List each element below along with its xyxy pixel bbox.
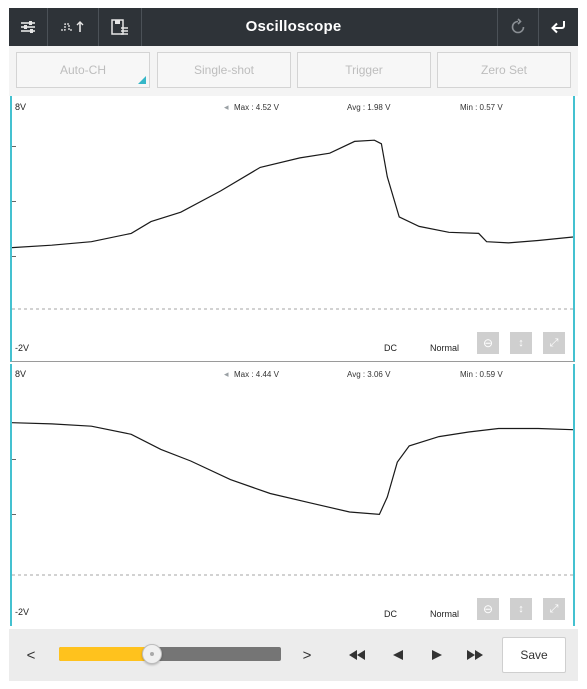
auto-ch-label: Auto-CH (59, 63, 106, 77)
previous-page-button[interactable]: < (26, 646, 36, 664)
fast-rewind-icon[interactable] (343, 643, 371, 667)
zero-set-label: Zero Set (480, 63, 528, 77)
trigger-button[interactable]: Trigger (297, 52, 431, 88)
title-bar: Oscilloscope (9, 8, 578, 46)
trigger-label: Trigger (345, 63, 383, 77)
back-arrow-icon[interactable] (539, 8, 578, 46)
slider-thumb[interactable] (142, 644, 163, 664)
channel-1-bottom-scale: -2V (15, 343, 30, 353)
channel-1-zoom-out-button[interactable]: ⊖ (477, 332, 499, 354)
vertical-arrows-icon: ↕ (518, 337, 524, 349)
fullscreen-icon: ⤢ (549, 336, 559, 349)
save-button[interactable]: Save (502, 637, 566, 673)
step-back-icon[interactable] (384, 643, 412, 667)
channel-1-trace (12, 139, 573, 249)
next-page-button[interactable]: > (302, 646, 312, 664)
channel-2-waveform (12, 422, 573, 576)
selected-corner-indicator (138, 76, 146, 84)
zoom-icon: ⊖ (482, 602, 494, 616)
channel-2-fullscreen-button[interactable]: ⤢ (543, 598, 565, 620)
channel-1-avg: Avg : 1.98 V (347, 103, 391, 112)
channel-2-coupling: DC (384, 609, 397, 619)
channel-2-mode: Normal (430, 609, 460, 619)
zero-set-button[interactable]: Zero Set (437, 52, 571, 88)
mode-toolbar: Auto-CH Single-shot Trigger Zero Set (9, 46, 578, 96)
channel-1-panel[interactable]: 8V ◂ Max : 4.52 V Avg : 1.98 V Min : 0.5… (10, 96, 575, 362)
playback-bar: < > Save (9, 629, 578, 681)
channel-2-scale-button[interactable]: ↕ (510, 598, 532, 620)
channel-1-fullscreen-button[interactable]: ⤢ (543, 332, 565, 354)
channel-2-avg: Avg : 3.06 V (347, 370, 391, 379)
settings-sliders-icon[interactable] (9, 8, 47, 46)
channel-1-max: Max : 4.52 V (234, 103, 279, 112)
waveform-trigger-icon[interactable] (48, 8, 98, 46)
channel-1-mode: Normal (430, 343, 460, 353)
single-shot-button[interactable]: Single-shot (157, 52, 291, 88)
time-slider[interactable] (59, 644, 281, 664)
fullscreen-icon: ⤢ (549, 602, 559, 615)
channel-2-min: Min : 0.59 V (460, 370, 503, 379)
channel-2-top-scale: 8V (15, 369, 27, 379)
vertical-arrows-icon: ↕ (518, 603, 524, 615)
channel-1-left-marker-icon: ◂ (224, 102, 229, 112)
channel-2-left-marker-icon: ◂ (224, 369, 229, 379)
slider-fill (59, 647, 153, 661)
play-icon[interactable] (423, 643, 451, 667)
channel-1-waveform (12, 139, 573, 310)
channel-2-zoom-out-button[interactable]: ⊖ (477, 598, 499, 620)
zoom-icon: ⊖ (482, 336, 494, 350)
channel-2-max: Max : 4.44 V (234, 370, 279, 379)
channel-2-bottom-scale: -2V (15, 607, 30, 617)
channel-2-trace (12, 422, 573, 516)
channel-1-top-scale: 8V (15, 102, 27, 112)
auto-ch-button[interactable]: Auto-CH (16, 52, 150, 88)
refresh-icon[interactable] (498, 8, 538, 46)
save-list-icon[interactable] (99, 8, 141, 46)
channel-1-min: Min : 0.57 V (460, 103, 503, 112)
channel-2-panel[interactable]: 8V ◂ Max : 4.44 V Avg : 3.06 V Min : 0.5… (10, 364, 575, 626)
channel-1-scale-button[interactable]: ↕ (510, 332, 532, 354)
fast-forward-icon[interactable] (461, 643, 489, 667)
single-shot-label: Single-shot (193, 63, 255, 77)
channel-1-coupling: DC (384, 343, 397, 353)
